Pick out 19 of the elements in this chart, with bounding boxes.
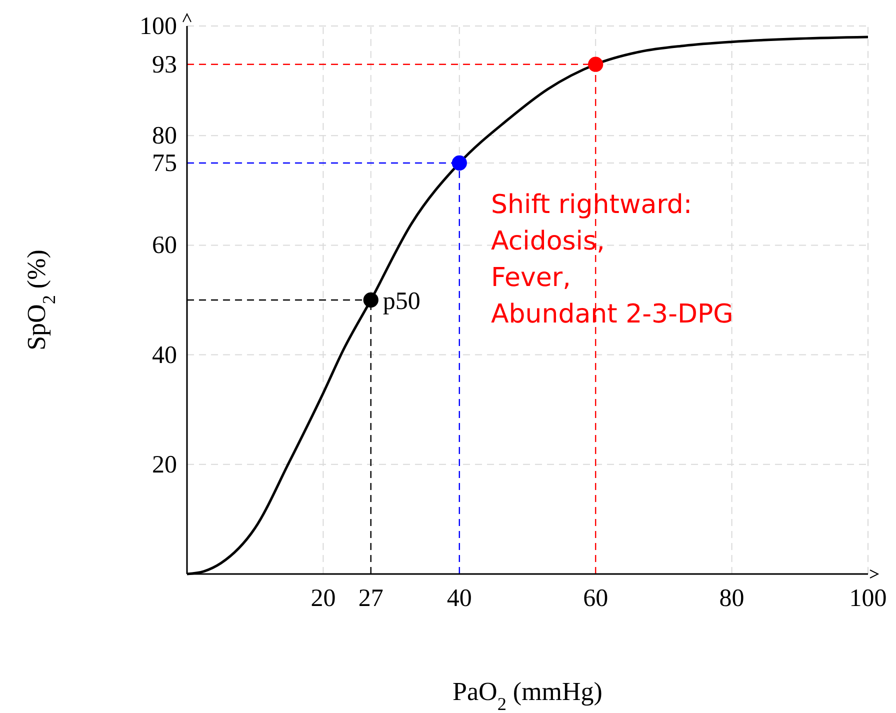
x-tick-label: 60 [583, 584, 608, 612]
point [588, 56, 604, 72]
y-tick-label: 60 [152, 232, 177, 260]
y-tick-label: 93 [152, 51, 177, 78]
x-tick-label: 80 [719, 584, 744, 612]
annotation: p50 [382, 288, 420, 315]
y-tick-label: 100 [140, 13, 177, 40]
x-tick-label: 20 [310, 584, 336, 612]
y-tick-label: 80 [152, 122, 177, 150]
x-tick-label: 100 [849, 584, 887, 612]
point [452, 155, 467, 171]
point [363, 292, 378, 308]
x-axis-title: PaO$_{2}$ (mmHg) [452, 677, 602, 713]
x-tick-label: 40 [446, 584, 472, 612]
x-tick-label: 27 [358, 584, 384, 612]
y-tick-label: 20 [152, 451, 177, 478]
y-tick-label: 40 [152, 342, 177, 369]
y-tick-label: 75 [152, 150, 177, 177]
annotation: Shift rightward: Acidosis, Fever, Abundant 2-3-DPG [491, 190, 734, 330]
